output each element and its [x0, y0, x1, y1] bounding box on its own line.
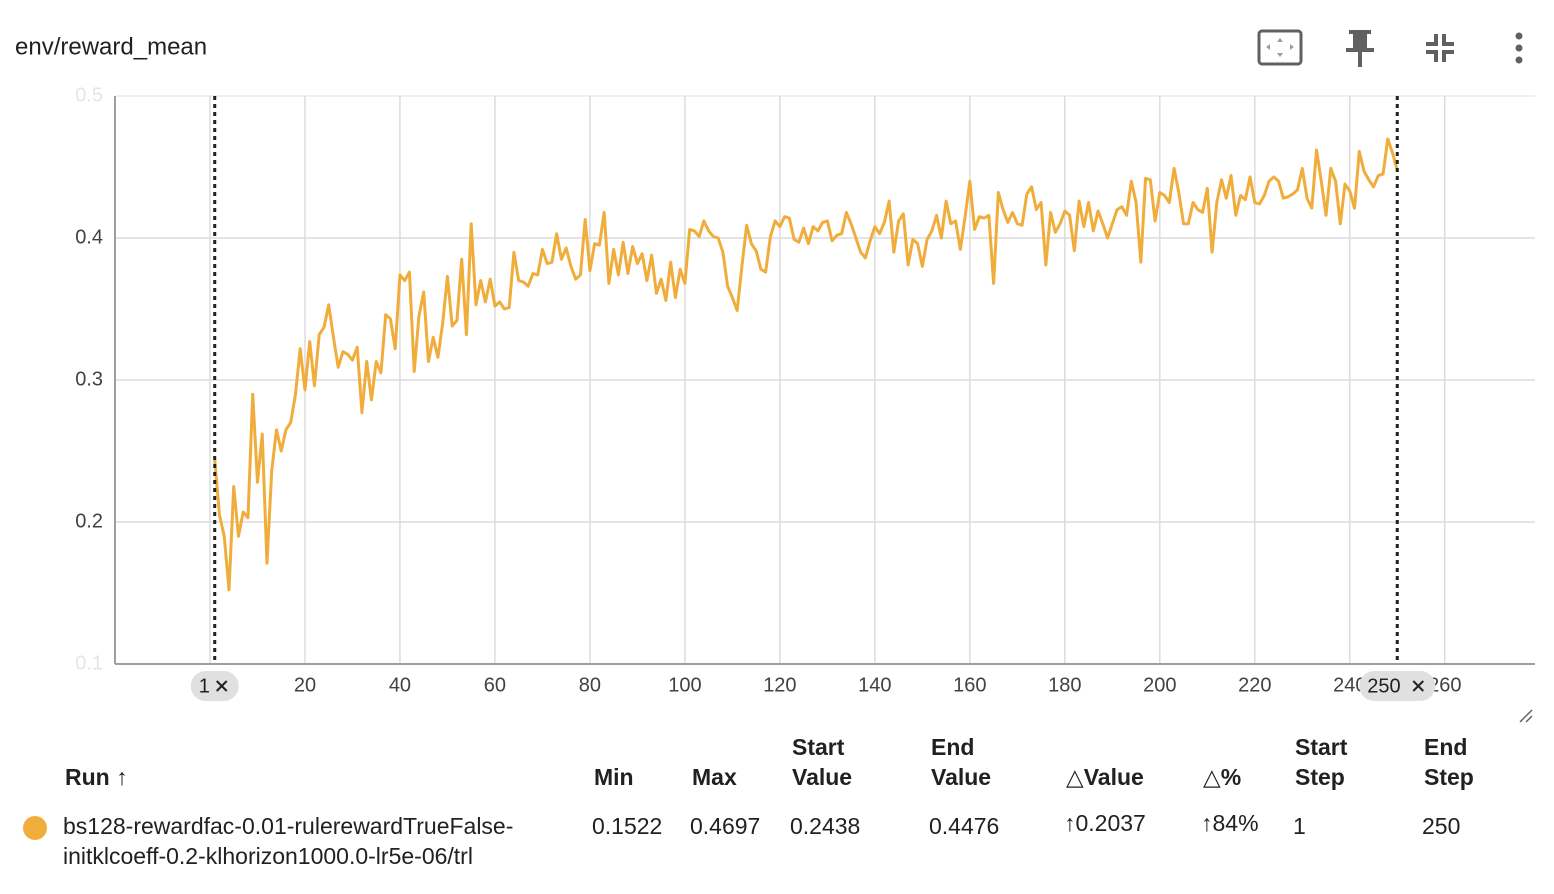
run-color-dot [23, 816, 47, 840]
delta-icon: △ [1066, 764, 1084, 790]
x-tick-label: 100 [668, 674, 701, 696]
cell-text: 0.4476 [929, 813, 1000, 839]
header-text: End Step [1424, 734, 1474, 790]
x-tick-label: 200 [1143, 674, 1176, 696]
column-header[interactable]: Run ↑ [65, 762, 365, 792]
x-tick-label: 240 [1333, 674, 1366, 696]
series-line [213, 137, 1399, 592]
chip-close-icon [216, 680, 228, 692]
fit-domain-button[interactable] [1257, 29, 1303, 66]
cell-text: 0.2438 [790, 813, 861, 839]
header-text: Start Step [1295, 734, 1348, 790]
resize-handle[interactable] [1519, 709, 1533, 723]
x-tick-label: 180 [1048, 674, 1081, 696]
header-text: Max [692, 764, 737, 790]
x-tick-label: 140 [858, 674, 891, 696]
header-text: Run [65, 764, 110, 790]
cell-value: 250 [1422, 811, 1532, 841]
range-chip[interactable]: 250 [1359, 671, 1436, 701]
cell-value: 0.1522 [592, 811, 692, 841]
chart: env/reward_mean 0.10.20.30.40.5020406080… [15, 29, 1535, 723]
column-header: End Value [931, 732, 1021, 792]
header-text: Value [1083, 764, 1144, 790]
chip-close-icon [1412, 680, 1424, 692]
cell-text: 0.4697 [690, 813, 761, 839]
cell-text: bs128-rewardfac-0.01-rulerewardTrueFalse… [63, 813, 514, 869]
range-chip[interactable]: 1 [190, 671, 239, 701]
header-text: End Value [931, 734, 992, 790]
chip-label: 250 [1367, 675, 1400, 697]
chip-label: 1 [199, 675, 210, 697]
y-tick-label: 0.2 [75, 510, 103, 532]
header-text: Start Value [792, 734, 853, 790]
y-tick-label: 0.1 [75, 652, 103, 674]
header-text: % [1220, 764, 1242, 790]
cell-value: 0.2438 [790, 811, 900, 841]
column-header: End Step [1424, 732, 1514, 792]
cell-text: 1 [1293, 813, 1306, 839]
cell-value: 0.4697 [690, 811, 790, 841]
cell-value: 1 [1293, 811, 1403, 841]
x-tick-label: 40 [389, 674, 411, 696]
run-name: bs128-rewardfac-0.01-rulerewardTrueFalse… [63, 811, 578, 871]
column-header: Start Step [1295, 732, 1385, 792]
chip-background [190, 671, 239, 701]
x-tick-label: 20 [294, 674, 316, 696]
cell-value: ↑84% [1201, 808, 1301, 838]
chart-title: env/reward_mean [15, 33, 207, 60]
cell-value: 0.4476 [929, 811, 1039, 841]
cell-value: ↑0.2037 [1064, 808, 1204, 838]
cell-text: 250 [1422, 813, 1461, 839]
column-header: Start Value [792, 732, 882, 792]
collapse-button[interactable] [1426, 34, 1454, 62]
x-tick-label: 160 [953, 674, 986, 696]
delta-icon: △ [1203, 764, 1221, 790]
x-tick-label: 80 [579, 674, 601, 696]
increase-icon: ↑ [1201, 810, 1213, 836]
y-tick-label: 0.3 [75, 368, 103, 390]
x-tick-label: 220 [1238, 674, 1271, 696]
y-tick-label: 0.5 [75, 84, 103, 106]
column-header: Max [692, 762, 772, 792]
column-header: △Value [1066, 762, 1186, 792]
cell-text: 84% [1212, 810, 1259, 836]
x-tick-label: 120 [763, 674, 796, 696]
chip-background [1359, 671, 1436, 701]
column-header: △% [1203, 762, 1283, 792]
header-text: Min [594, 764, 634, 790]
increase-icon: ↑ [1064, 810, 1076, 836]
pin-button[interactable] [1346, 30, 1374, 67]
more-menu-button[interactable] [1515, 32, 1523, 64]
column-header: Min [594, 762, 674, 792]
cell-text: 0.2037 [1075, 810, 1146, 836]
x-tick-label: 260 [1428, 674, 1461, 696]
sort-icon: ↑ [109, 764, 128, 790]
y-tick-label: 0.4 [75, 226, 103, 248]
x-tick-label: 60 [484, 674, 506, 696]
cell-text: 0.1522 [592, 813, 663, 839]
